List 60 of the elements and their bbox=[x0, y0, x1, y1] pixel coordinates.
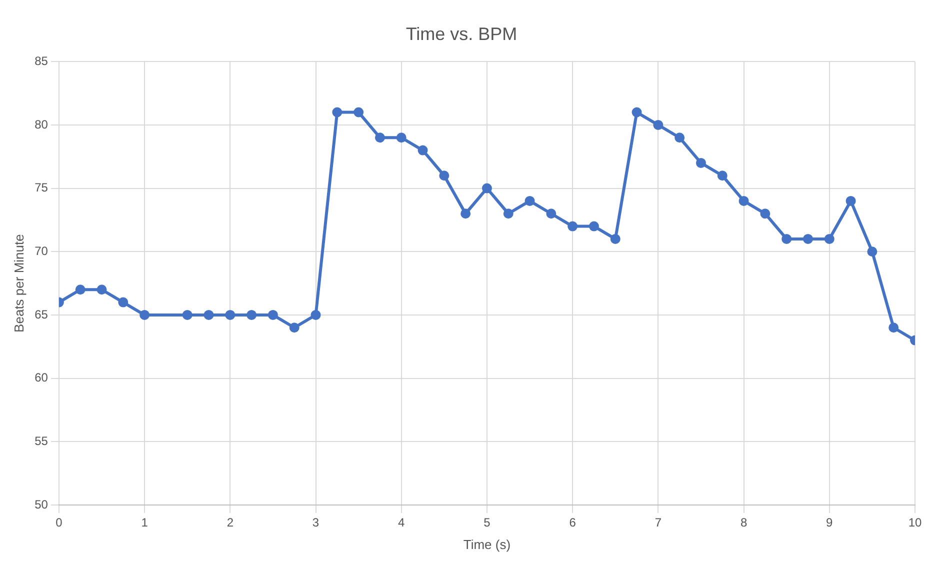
point bbox=[760, 208, 770, 219]
x-tick-label: 10 bbox=[908, 516, 922, 530]
point bbox=[568, 221, 578, 232]
point bbox=[802, 234, 813, 244]
point bbox=[374, 132, 385, 143]
point bbox=[610, 234, 620, 244]
chart-title: Time vs. BPM bbox=[406, 24, 518, 44]
x-tick-label: 9 bbox=[826, 516, 834, 530]
y-tick-label: 50 bbox=[34, 497, 48, 512]
x-tick-label: 8 bbox=[740, 516, 748, 530]
point bbox=[460, 208, 471, 219]
point bbox=[225, 310, 236, 320]
x-tick-label: 1 bbox=[141, 516, 148, 530]
y-axis-title: Beats per Minute bbox=[11, 234, 26, 332]
x-tick-label: 3 bbox=[312, 516, 320, 530]
x-tick-label: 4 bbox=[398, 516, 406, 530]
y-tick-label: 55 bbox=[34, 434, 48, 448]
point bbox=[118, 297, 128, 308]
point bbox=[782, 234, 792, 244]
point bbox=[846, 196, 856, 206]
point bbox=[289, 322, 300, 333]
x-tick-label: 7 bbox=[654, 516, 662, 530]
point bbox=[75, 284, 86, 295]
point bbox=[96, 284, 107, 295]
point bbox=[332, 107, 342, 118]
point bbox=[418, 145, 428, 156]
point bbox=[246, 310, 257, 320]
point bbox=[204, 310, 214, 320]
point bbox=[717, 170, 728, 181]
x-tick-label: 5 bbox=[484, 516, 491, 530]
point bbox=[482, 183, 492, 194]
x-axis-title: Time (s) bbox=[463, 536, 511, 552]
point bbox=[867, 246, 878, 257]
point bbox=[696, 158, 706, 168]
point bbox=[546, 208, 556, 219]
x-tick-label: 2 bbox=[226, 516, 234, 530]
point bbox=[268, 310, 278, 320]
point bbox=[396, 132, 406, 143]
point bbox=[354, 107, 364, 118]
point bbox=[653, 120, 664, 130]
x-tick-label: 6 bbox=[569, 516, 576, 530]
point bbox=[824, 234, 834, 244]
point bbox=[524, 196, 535, 206]
point bbox=[738, 196, 749, 206]
x-tick-label: 0 bbox=[56, 516, 63, 530]
point bbox=[503, 208, 514, 219]
y-tick-label: 70 bbox=[34, 244, 48, 258]
y-tick-label: 75 bbox=[34, 180, 48, 195]
point bbox=[310, 310, 321, 320]
y-tick-label: 85 bbox=[34, 54, 48, 68]
y-tick-label: 60 bbox=[34, 370, 48, 385]
point bbox=[674, 132, 685, 143]
y-tick-label: 80 bbox=[34, 117, 48, 132]
point bbox=[888, 322, 899, 333]
point bbox=[632, 107, 642, 118]
point bbox=[588, 221, 599, 232]
y-tick-label: 65 bbox=[34, 307, 48, 322]
point bbox=[182, 310, 192, 320]
point bbox=[439, 170, 450, 181]
point bbox=[140, 310, 150, 320]
